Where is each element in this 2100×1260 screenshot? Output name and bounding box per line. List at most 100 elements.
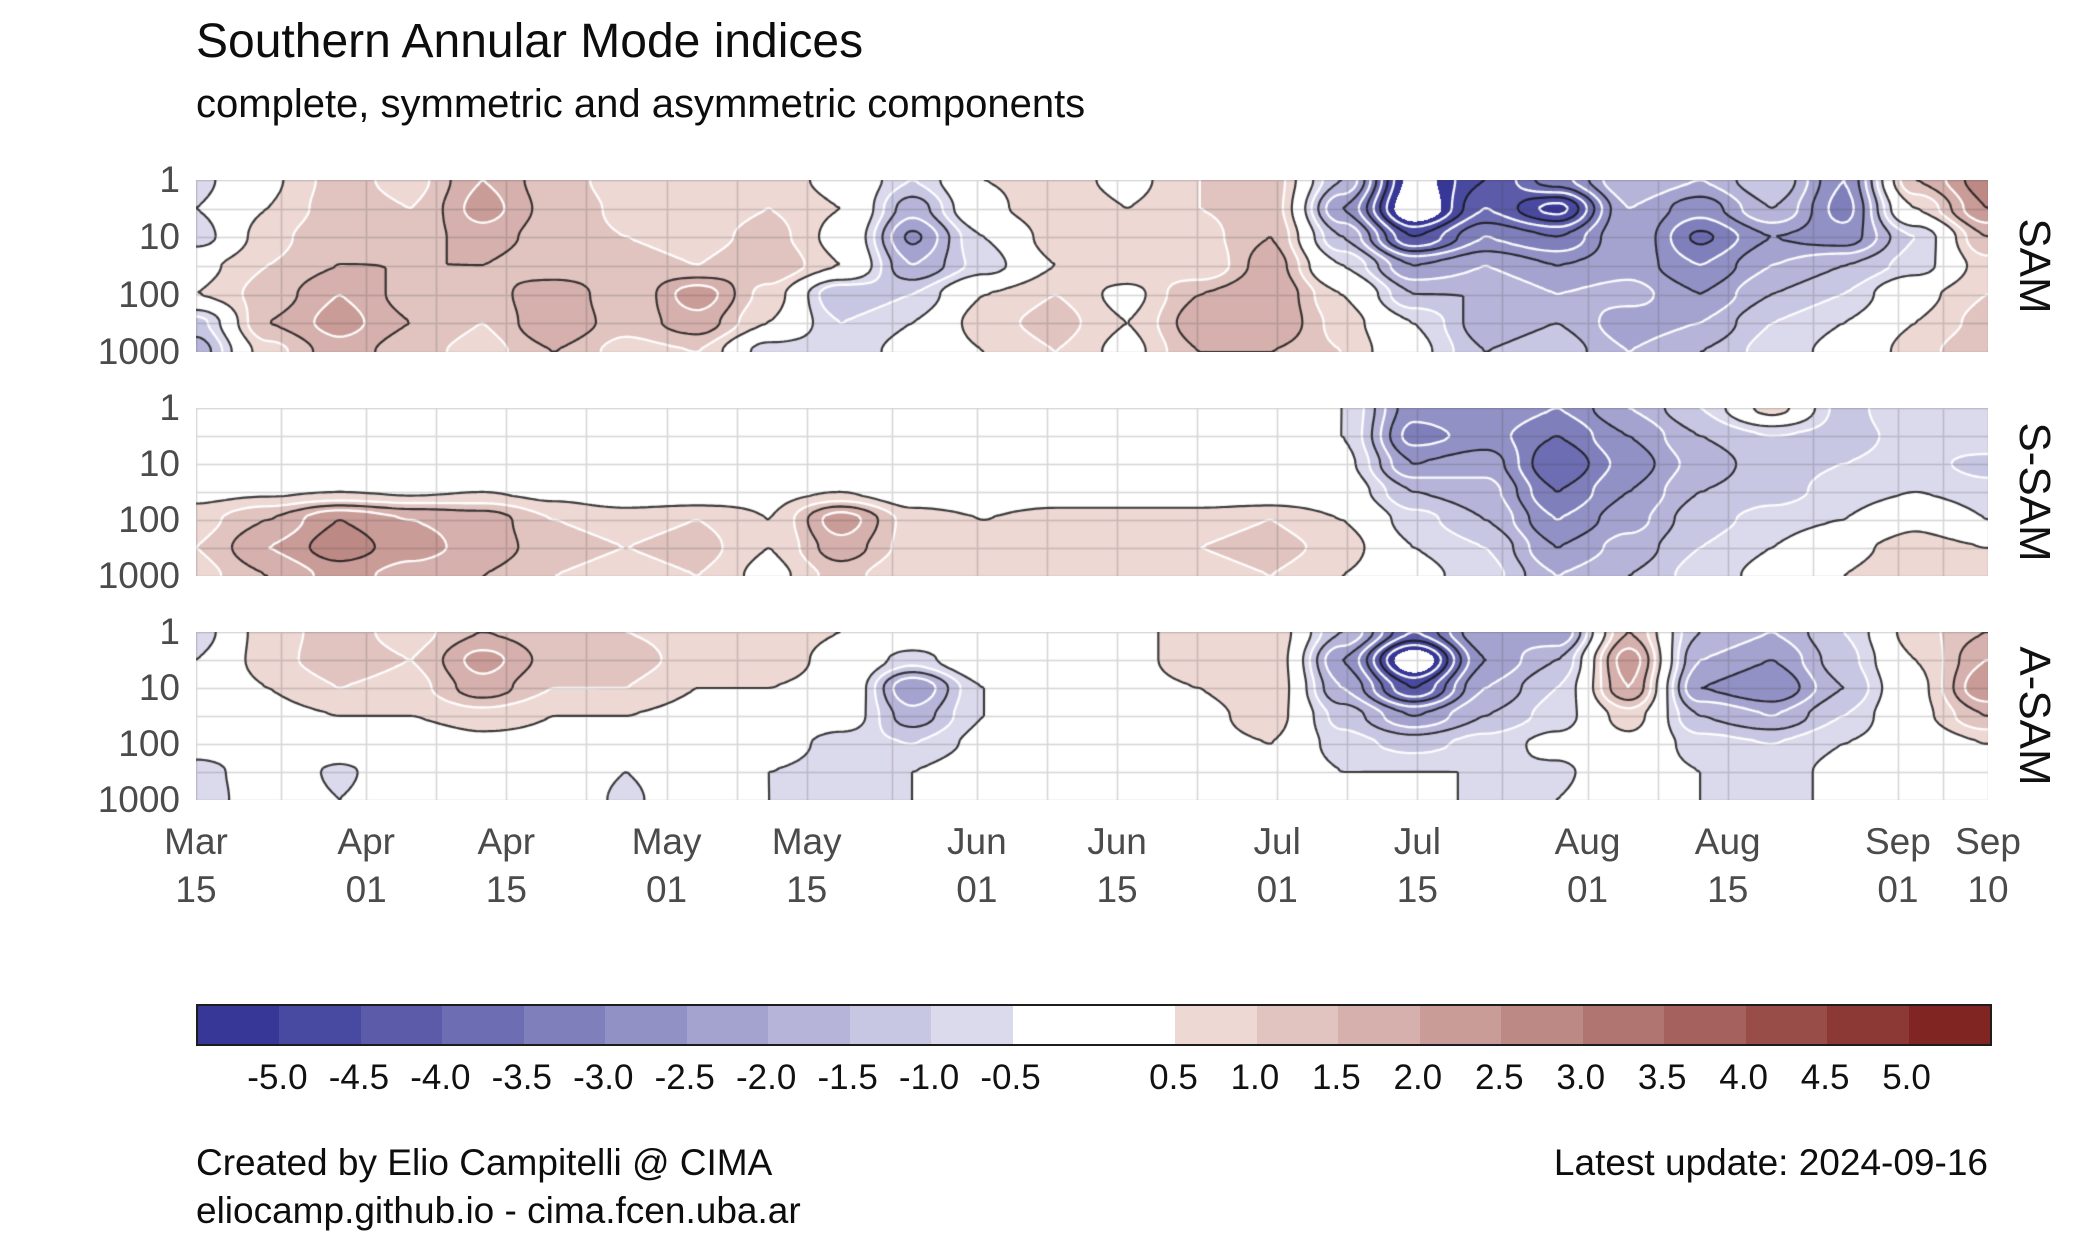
y-axis-tick-label: 100 [118, 499, 180, 540]
x-tick-day: 01 [1566, 869, 1609, 910]
colorbar-tick-label: -1.0 [898, 1058, 960, 1097]
colorbar-segment [1582, 1006, 1665, 1044]
colorbar-segment [279, 1006, 361, 1044]
colorbar-tick-label: 2.0 [1393, 1058, 1443, 1097]
x-tick-day: 01 [1877, 869, 1919, 910]
colorbar-segment [1664, 1006, 1746, 1044]
x-tick-month: May [771, 821, 842, 862]
x-tick-month: Aug [1554, 821, 1621, 862]
colorbar-tick-label: 5.0 [1882, 1058, 1931, 1097]
x-axis-tick-label: Sep 10 [1908, 818, 2068, 914]
colorbar-segment [768, 1006, 850, 1044]
x-tick-day: 10 [1967, 869, 2009, 910]
colorbar-tick-label: -3.5 [491, 1058, 552, 1097]
x-axis-tick-label: Sep 01 [1818, 818, 1978, 914]
x-tick-day: 01 [645, 869, 688, 910]
y-axis-tick-label: 1 [159, 159, 180, 200]
sam-contour-canvas [196, 180, 1988, 352]
y-axis-tick-label: 1000 [97, 779, 180, 820]
colorbar-segment [1501, 1006, 1583, 1044]
x-tick-month: Apr [337, 821, 395, 862]
colorbar-segment [523, 1006, 606, 1044]
x-axis-tick-label: Jun 01 [897, 818, 1057, 914]
colorbar-segment [686, 1006, 769, 1044]
colorbar-tick-label: 2.5 [1474, 1058, 1524, 1097]
colorbar-tick-label: 3.5 [1637, 1058, 1687, 1097]
x-tick-month: Sep [1864, 821, 1931, 862]
x-tick-day: 15 [1707, 869, 1749, 910]
colorbar-segment [1419, 1006, 1502, 1044]
a-sam-contour-canvas [196, 632, 1988, 800]
colorbar-segment [1012, 1006, 1094, 1044]
s-sam-contour-canvas [196, 408, 1988, 576]
colorbar-tick-label: -4.5 [328, 1058, 390, 1097]
colorbar-tick-label: 4.5 [1800, 1058, 1850, 1097]
colorbar-tick-label: -5.0 [247, 1058, 308, 1097]
colorbar-segment [198, 1006, 280, 1044]
x-tick-month: Jul [1253, 821, 1301, 862]
colorbar-segment [1827, 1006, 1909, 1044]
colorbar-tick-label: -1.5 [817, 1058, 878, 1097]
x-tick-month: Sep [1955, 821, 2021, 862]
x-tick-month: May [631, 821, 702, 862]
colorbar-tick-label: -0.5 [980, 1058, 1041, 1097]
chart-subtitle: complete, symmetric and asymmetric compo… [196, 82, 1086, 126]
x-tick-month: Jul [1393, 821, 1442, 862]
colorbar-tick-label: 4.0 [1719, 1058, 1768, 1097]
colorbar-tick-label: -3.0 [573, 1058, 634, 1097]
footer-links: eliocamp.github.io - cima.fcen.uba.ar [196, 1190, 801, 1231]
colorbar-segment [1175, 1006, 1257, 1044]
y-axis-tick-label: 100 [118, 273, 180, 315]
colorbar-tick-label: 0.5 [1149, 1058, 1198, 1097]
x-tick-day: 15 [1096, 869, 1138, 910]
panel-strip-label-a-sam: A-SAM [2010, 646, 2059, 786]
y-axis-tick-label: 100 [118, 723, 180, 764]
colorbar-tick-label: -2.0 [736, 1058, 797, 1097]
colorbar-segment [849, 1006, 932, 1044]
footer-credit: Created by Elio Campitelli @ CIMA [196, 1142, 773, 1183]
x-tick-day: 01 [345, 869, 387, 910]
colorbar-segment [605, 1006, 687, 1044]
x-axis-tick-label: Aug 15 [1648, 818, 1808, 914]
x-tick-day: 15 [485, 869, 527, 910]
x-tick-month: Apr [477, 821, 536, 862]
x-axis-tick-label: Apr 01 [286, 818, 446, 914]
x-axis-tick-label: May 01 [587, 818, 747, 914]
y-axis-tick-label: 1 [159, 387, 180, 428]
x-tick-month: Jun [1087, 821, 1147, 862]
colorbar-segment [1256, 1006, 1339, 1044]
x-tick-day: 01 [1256, 869, 1298, 910]
x-axis-tick-label: Jul 01 [1197, 818, 1357, 914]
x-tick-day: 15 [175, 869, 217, 910]
colorbar-segment [442, 1006, 524, 1044]
x-tick-day: 01 [956, 869, 998, 910]
colorbar [196, 1004, 1992, 1046]
x-tick-month: Jun [947, 821, 1007, 862]
colorbar-segment [1745, 1006, 1828, 1044]
colorbar-segment [1338, 1006, 1420, 1044]
colorbar-tick-label: -4.0 [410, 1058, 471, 1097]
panel-strip-label-s-sam: S-SAM [2010, 422, 2059, 562]
x-axis-tick-label: Jul 15 [1337, 818, 1497, 914]
x-axis-tick-label: Aug 01 [1508, 818, 1668, 914]
y-axis-tick-label: 10 [138, 216, 180, 258]
colorbar-tick-label: 1.0 [1230, 1058, 1280, 1097]
colorbar-tick-label: -2.5 [654, 1058, 715, 1097]
colorbar-segment [1093, 1006, 1176, 1044]
x-axis-tick-label: Jun 15 [1037, 818, 1197, 914]
colorbar-segment [360, 1006, 443, 1044]
y-axis-tick-label: 10 [138, 443, 180, 484]
y-axis-tick-label: 1000 [97, 331, 180, 372]
y-axis-tick-label: 1 [159, 611, 180, 652]
x-axis-tick-label: Mar 15 [116, 818, 276, 914]
x-axis-tick-label: Apr 15 [426, 818, 586, 914]
y-axis-tick-label: 10 [138, 667, 180, 708]
colorbar-segment [1908, 1006, 1990, 1044]
x-tick-day: 15 [1396, 869, 1438, 910]
colorbar-segment [931, 1006, 1013, 1044]
x-tick-month: Mar [164, 821, 228, 862]
footer-latest-update: Latest update: 2024-09-16 [1553, 1142, 1988, 1183]
colorbar-tick-label: 1.5 [1312, 1058, 1361, 1097]
panel-strip-label-sam: SAM [2010, 218, 2059, 314]
